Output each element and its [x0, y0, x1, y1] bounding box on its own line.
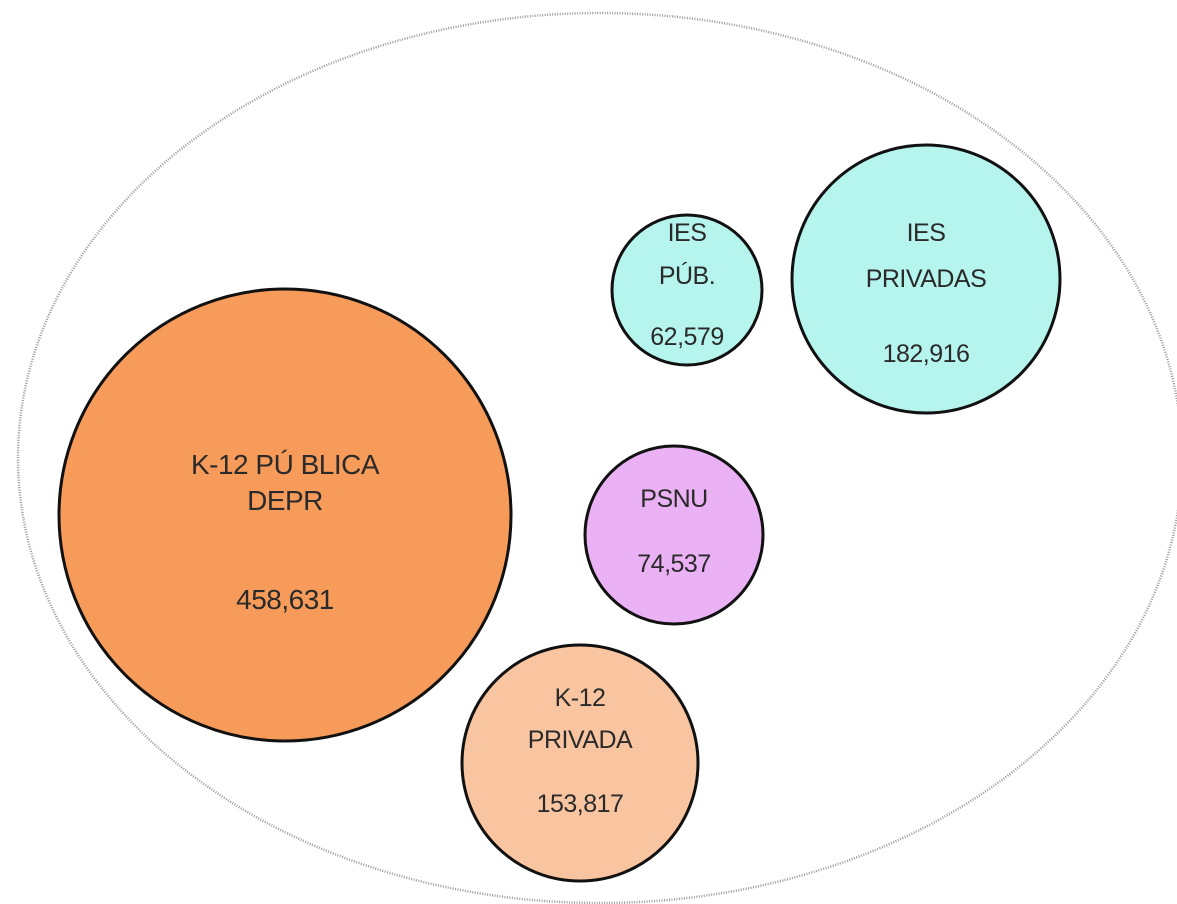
bubble-ies-pub-value: 62,579 [650, 323, 723, 351]
bubble-k12-privada-value: 153,817 [537, 790, 624, 818]
bubble-ies-pub-label-line-1: IES [668, 219, 707, 247]
bubble-ies-privadas-circle [790, 143, 1062, 415]
bubble-ies-pub: IES PÚB. 62,579 [610, 213, 764, 367]
bubble-ies-pub-label-line-2: PÚB. [659, 261, 715, 290]
bubble-psnu-label-line-1: PSNU [640, 485, 707, 513]
bubble-k12-publica-label-line-1: K-12 PÚ BLICA [191, 449, 380, 480]
bubble-ies-pub-circle [610, 213, 764, 367]
bubble-k12-publica: K-12 PÚ BLICA DEPR 458,631 [57, 287, 513, 743]
bubble-ies-privadas-label-line-2: PRIVADAS [866, 265, 987, 293]
bubble-ies-privadas-label-line-1: IES [907, 219, 946, 247]
bubble-ies-privadas: IES PRIVADAS 182,916 [790, 143, 1062, 415]
bubble-k12-privada-label-line-1: K-12 [555, 684, 606, 712]
bubble-ies-privadas-value: 182,916 [883, 340, 970, 368]
bubble-psnu-circle [583, 444, 765, 626]
bubble-psnu-value: 74,537 [637, 550, 710, 578]
bubble-k12-publica-circle [57, 287, 513, 743]
bubble-k12-privada: K-12 PRIVADA 153,817 [460, 643, 700, 883]
outer-ellipse [16, 11, 1177, 904]
bubble-k12-publica-label-line-2: DEPR [247, 485, 323, 516]
bubble-k12-privada-label-line-2: PRIVADA [528, 726, 633, 754]
bubble-k12-privada-circle [460, 643, 700, 883]
bubble-psnu: PSNU 74,537 [583, 444, 765, 626]
bubble-k12-publica-value: 458,631 [236, 584, 334, 615]
